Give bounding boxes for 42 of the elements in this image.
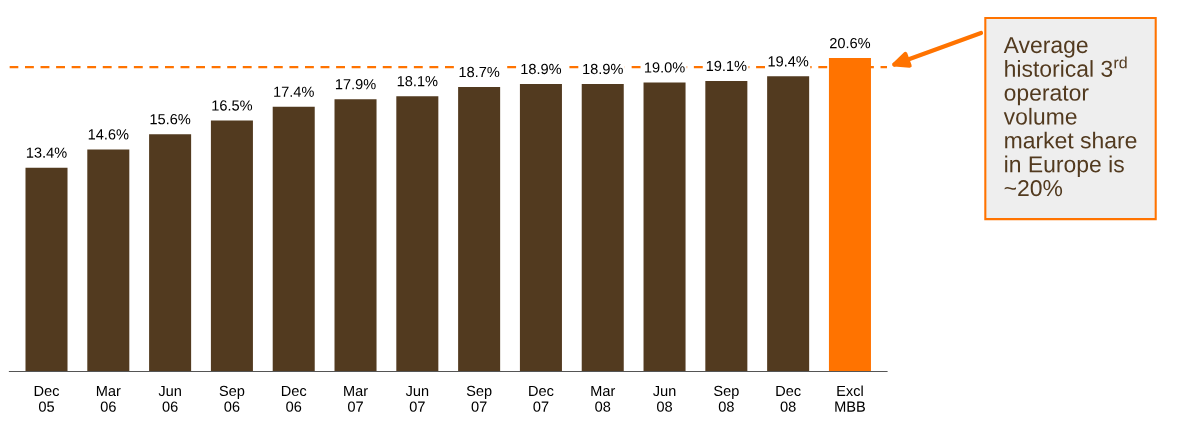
x-tick-label: Dec 05 — [34, 385, 60, 412]
x-tick-label: Jun 08 — [653, 385, 676, 412]
x-tick-label: Mar 07 — [344, 385, 368, 412]
bar — [25, 167, 68, 372]
x-tick-label: Dec 07 — [529, 385, 554, 412]
bar — [87, 149, 130, 372]
data-label: 18.1% — [397, 75, 438, 87]
x-tick-label: Jun 06 — [158, 385, 181, 412]
data-label: 19.0% — [644, 62, 685, 73]
bar — [643, 82, 686, 372]
x-tick-label: Mar 08 — [591, 385, 616, 412]
x-tick-label: Dec 06 — [281, 385, 307, 412]
bar — [334, 99, 377, 372]
bar — [458, 87, 501, 372]
data-label: 16.5% — [212, 100, 253, 111]
data-label: 13.4% — [26, 147, 67, 158]
x-tick-label: Sep 07 — [466, 385, 492, 412]
x-tick-label: Dec 08 — [776, 385, 801, 412]
x-tick-label: Jun 07 — [405, 385, 429, 412]
data-label: 18.9% — [583, 63, 623, 75]
bar — [519, 83, 562, 372]
data-label: 18.9% — [521, 63, 562, 75]
bar — [767, 76, 810, 372]
bar — [149, 134, 192, 372]
data-label: 20.6% — [830, 37, 871, 49]
data-label: 17.9% — [335, 79, 376, 90]
data-label: 18.7% — [459, 66, 500, 78]
x-tick-label: Sep 08 — [714, 385, 739, 412]
bar — [396, 96, 439, 372]
x-tick-label: Sep 06 — [219, 385, 245, 412]
data-label: 15.6% — [150, 114, 191, 125]
data-label: 14.6% — [88, 129, 129, 140]
x-tick-label: Excl MBB — [835, 385, 865, 412]
bar — [210, 120, 253, 372]
bar — [581, 83, 624, 372]
bar — [705, 80, 748, 372]
bar — [272, 106, 315, 372]
text: Average historical 3$^{rd}$ operator volume market share in Europe is ~20% — [1003, 37, 1137, 197]
x-tick-label: Mar 06 — [96, 385, 121, 412]
data-label: 19.4% — [768, 56, 809, 67]
data-label: 19.1% — [706, 60, 747, 72]
data-label: 17.4% — [274, 86, 314, 97]
